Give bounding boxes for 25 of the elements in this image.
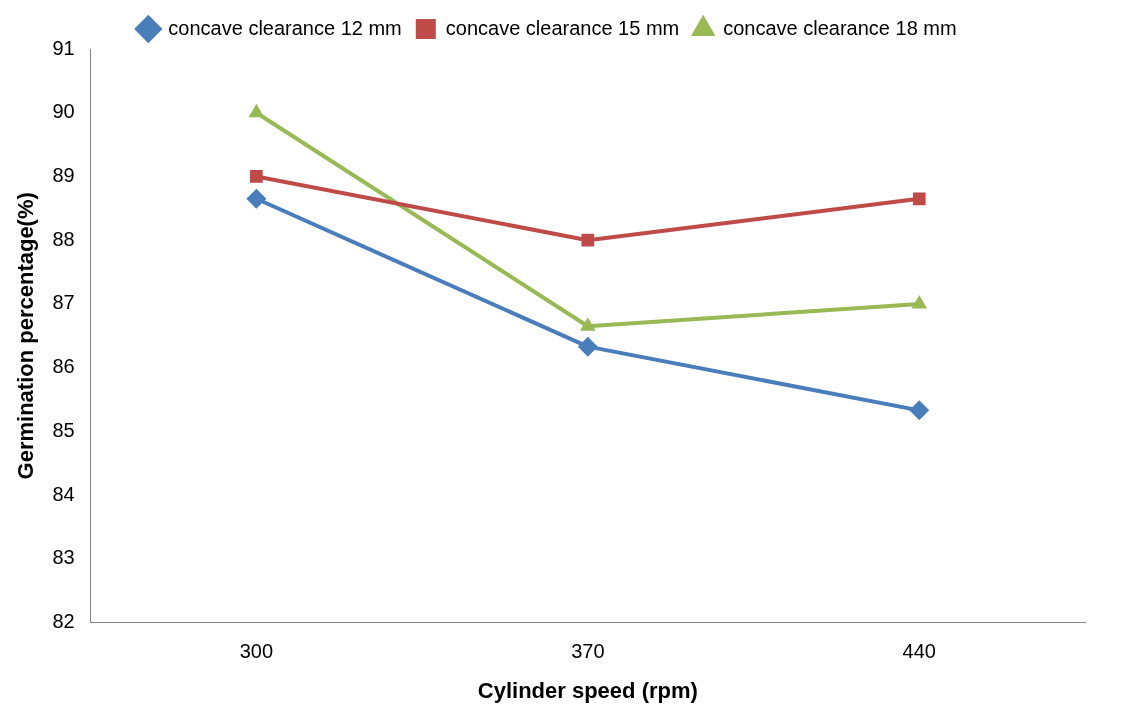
point: [250, 170, 263, 183]
point: [581, 233, 595, 247]
point: [912, 192, 926, 206]
point: [248, 103, 265, 118]
y-tick-label: 88: [52, 227, 75, 250]
legend-label: concave clearance 18 mm: [723, 16, 957, 39]
point: [577, 336, 598, 357]
y-tick-label: 84: [52, 482, 75, 505]
x-axis-title: Cylinder speed (rpm): [477, 677, 698, 703]
y-tick-label: 87: [52, 291, 75, 314]
point: [246, 188, 267, 209]
y-tick-label: 83: [52, 546, 75, 569]
x-tick-label: 370: [571, 640, 605, 663]
x-tick-label: 300: [239, 640, 274, 663]
y-tick-label: 86: [52, 355, 75, 378]
y-axis-title: Germination percentage(%): [13, 192, 39, 480]
legend-label: concave clearance 15 mm: [445, 16, 680, 39]
legend-label: concave clearance 12 mm: [168, 16, 402, 39]
y-tick-label: 90: [52, 100, 75, 123]
y-tick-label: 89: [52, 163, 75, 186]
y-tick-label: 85: [52, 418, 75, 441]
y-tick-label: 91: [52, 36, 75, 59]
y-tick-label: 82: [52, 610, 75, 633]
point: [909, 400, 930, 421]
x-tick-label: 440: [902, 640, 936, 663]
